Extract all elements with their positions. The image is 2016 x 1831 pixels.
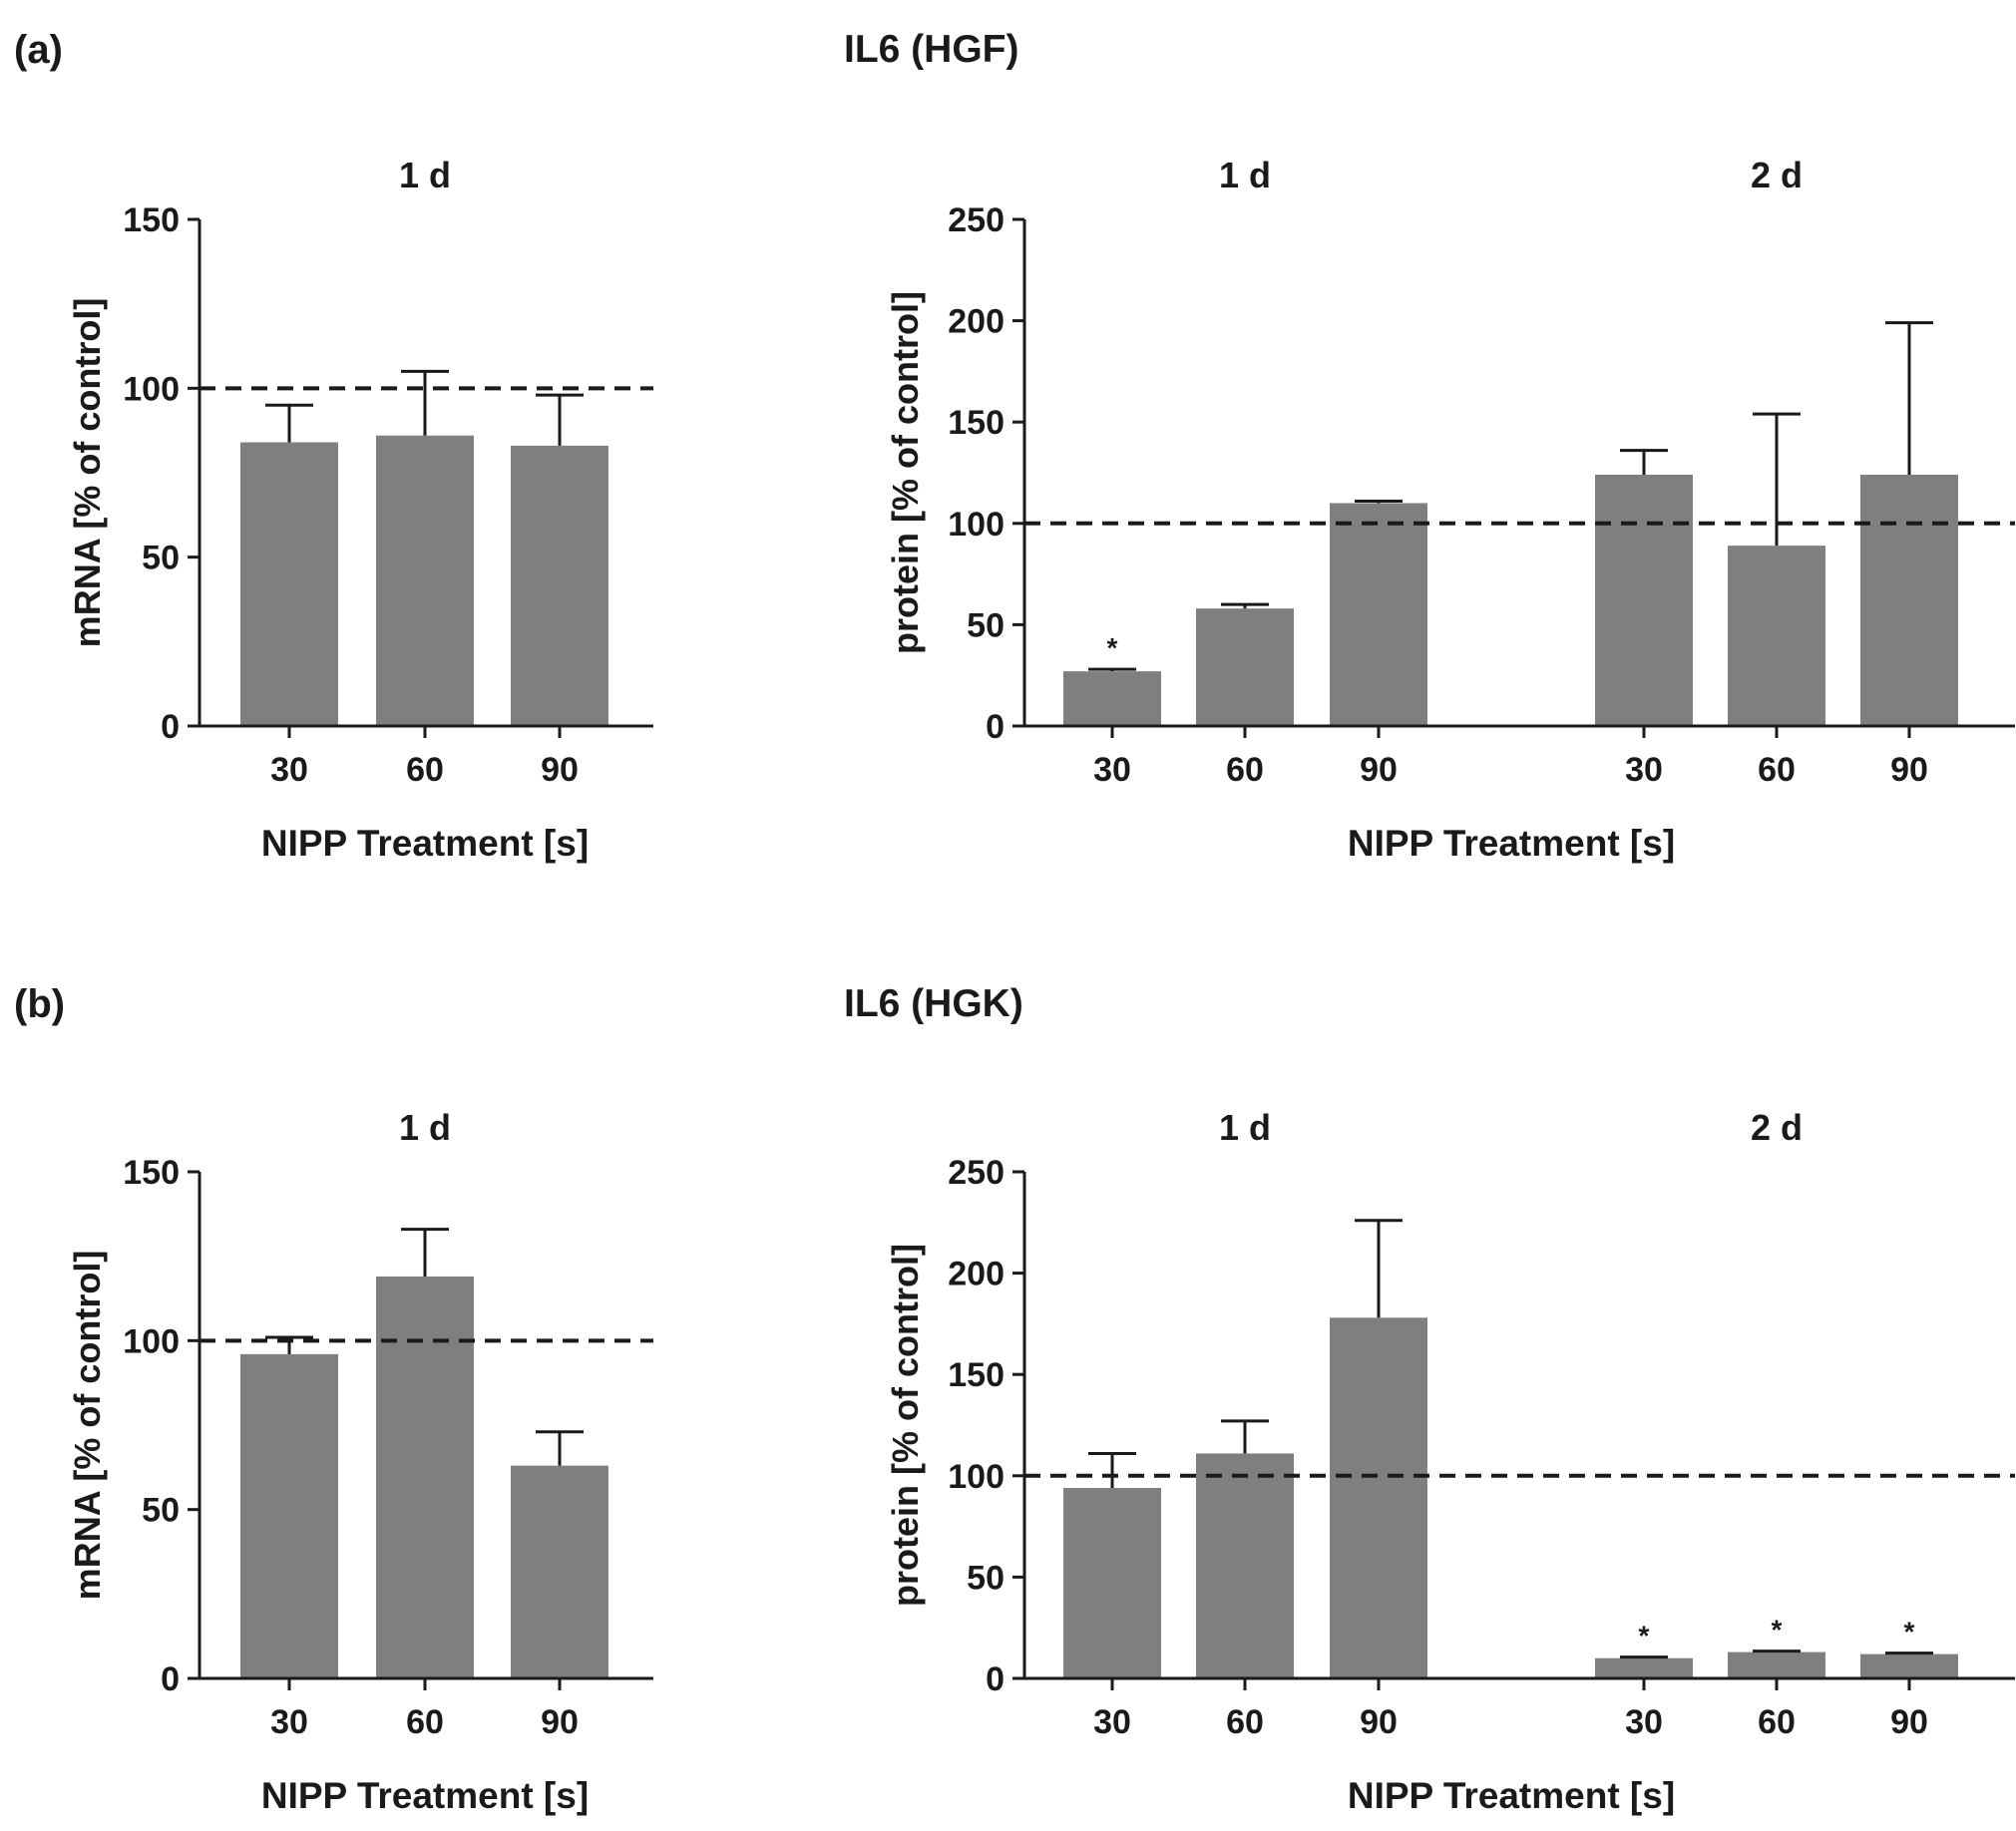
y-tick-label: 200 xyxy=(948,1256,1005,1293)
bar xyxy=(376,435,474,726)
y-tick-label: 0 xyxy=(161,1660,180,1698)
significance-marker: * xyxy=(1904,1617,1915,1648)
x-tick-label: 30 xyxy=(1093,751,1131,789)
y-tick-label: 100 xyxy=(948,506,1005,544)
bar xyxy=(511,1465,608,1678)
y-axis-label: mRNA [% of control] xyxy=(67,1251,108,1601)
y-tick-label: 150 xyxy=(123,1154,180,1192)
bar xyxy=(1728,546,1825,726)
bar xyxy=(1860,1653,1958,1678)
x-tick-label: 60 xyxy=(406,1703,444,1741)
y-tick-label: 0 xyxy=(986,708,1005,746)
x-tick-label: 30 xyxy=(270,751,308,789)
x-tick-label: 60 xyxy=(406,751,444,789)
panel-b-label: (b) xyxy=(14,982,66,1026)
y-axis-label: protein [% of control] xyxy=(885,291,926,654)
group-title: 2 d xyxy=(1751,155,1803,195)
y-tick-label: 150 xyxy=(948,404,1005,442)
bar xyxy=(1196,1453,1294,1678)
bar xyxy=(240,442,338,726)
bar xyxy=(1330,1317,1427,1678)
x-tick-label: 90 xyxy=(1890,751,1928,789)
y-tick-label: 100 xyxy=(948,1458,1005,1496)
x-tick-label: 30 xyxy=(270,1703,308,1741)
y-tick-label: 250 xyxy=(948,201,1005,239)
bar xyxy=(1860,475,1958,726)
x-tick-label: 60 xyxy=(1758,751,1796,789)
chart-b-mrna: 1 d 30 60 90 0 50 100 150 mRNA [% of control] NIP… xyxy=(67,1107,653,1816)
x-axis-label: NIPP Treatment [s] xyxy=(261,823,589,864)
y-tick-label: 150 xyxy=(123,201,180,239)
x-tick-label: 60 xyxy=(1758,1703,1796,1741)
chart-a-mrna: 1 d 30 60 90 0 50 100 150 mRNA [% of control] NIP… xyxy=(67,155,653,864)
bar xyxy=(240,1353,338,1678)
x-tick-label: 90 xyxy=(1890,1703,1928,1741)
significance-marker: * xyxy=(1772,1615,1783,1646)
x-axis-label: NIPP Treatment [s] xyxy=(1348,1775,1675,1816)
x-tick-label: 60 xyxy=(1226,1703,1264,1741)
x-tick-label: 90 xyxy=(1360,751,1398,789)
significance-marker: * xyxy=(1639,1621,1650,1651)
y-axis-label: mRNA [% of control] xyxy=(67,298,108,648)
chart-b-protein: 1 d 2 d 30 60 90 * 30 * 60 * 90 0 50 100 150 200 250 prot… xyxy=(885,1107,2015,1816)
x-tick-label: 90 xyxy=(541,1703,579,1741)
x-tick-label: 60 xyxy=(1226,751,1264,789)
y-axis-label: protein [% of control] xyxy=(885,1244,926,1607)
bar xyxy=(1196,608,1294,726)
x-axis-label: NIPP Treatment [s] xyxy=(1348,823,1675,864)
bar xyxy=(1728,1651,1825,1678)
y-tick-label: 200 xyxy=(948,303,1005,341)
y-tick-label: 0 xyxy=(986,1660,1005,1698)
bar xyxy=(511,445,608,726)
bar xyxy=(1063,671,1161,726)
x-tick-label: 30 xyxy=(1093,1703,1131,1741)
group-title: 1 d xyxy=(399,1107,451,1148)
group-title: 1 d xyxy=(1219,1107,1271,1148)
x-tick-label: 90 xyxy=(1360,1703,1398,1741)
panel-a-label: (a) xyxy=(14,28,63,72)
group-title: 2 d xyxy=(1751,1107,1803,1148)
y-tick-label: 100 xyxy=(123,1322,180,1360)
y-tick-label: 250 xyxy=(948,1154,1005,1192)
x-tick-label: 30 xyxy=(1625,751,1663,789)
panel-a-title: IL6 (HGF) xyxy=(844,28,1019,71)
x-axis-label: NIPP Treatment [s] xyxy=(261,1775,589,1816)
x-tick-label: 90 xyxy=(541,751,579,789)
bar xyxy=(1595,1657,1693,1678)
bar xyxy=(1330,503,1427,726)
y-tick-label: 150 xyxy=(948,1356,1005,1394)
y-tick-label: 50 xyxy=(967,1559,1005,1597)
significance-marker: * xyxy=(1107,632,1118,663)
y-tick-label: 100 xyxy=(123,370,180,408)
panel-b-title: IL6 (HGK) xyxy=(844,982,1023,1025)
bar xyxy=(1595,475,1693,726)
bar xyxy=(1063,1487,1161,1678)
bar xyxy=(376,1276,474,1678)
y-tick-label: 50 xyxy=(142,540,180,577)
x-tick-label: 30 xyxy=(1625,1703,1663,1741)
y-tick-label: 0 xyxy=(161,708,180,746)
chart-a-protein: 1 d 2 d * 30 60 90 30 60 90 0 50 100 150 200 250 protei… xyxy=(885,155,2015,864)
group-title: 1 d xyxy=(399,155,451,195)
y-tick-label: 50 xyxy=(967,606,1005,644)
y-tick-label: 50 xyxy=(142,1492,180,1530)
group-title: 1 d xyxy=(1219,155,1271,195)
